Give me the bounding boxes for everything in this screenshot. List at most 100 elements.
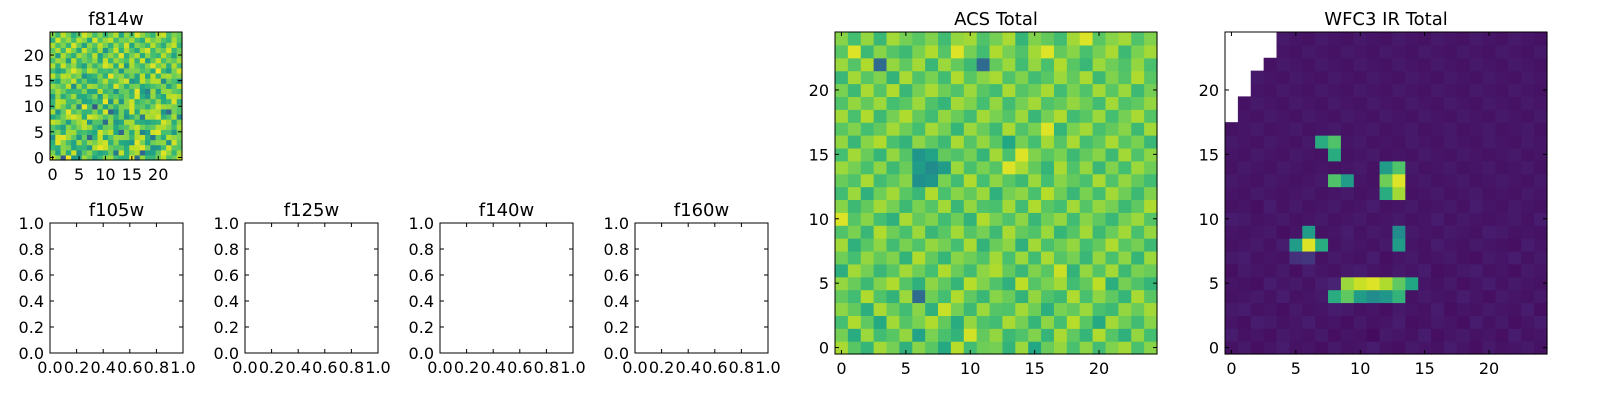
heatmap-cell <box>1015 96 1029 110</box>
heatmap-cell <box>1250 225 1265 239</box>
heatmap-cell <box>86 98 93 105</box>
heatmap-cell <box>129 119 136 125</box>
heatmap-cell <box>1131 160 1145 175</box>
heatmap-cell <box>71 154 77 161</box>
heatmap-cell <box>1041 341 1055 355</box>
heatmap-cell <box>1237 276 1252 291</box>
heatmap-cell <box>925 238 939 252</box>
heatmap-cell <box>1263 289 1278 304</box>
heatmap-cell <box>50 93 56 100</box>
heatmap-cell <box>160 154 167 161</box>
heatmap-cell <box>145 83 151 89</box>
heatmap-cell <box>1469 32 1484 46</box>
heatmap-cell <box>176 62 183 69</box>
heatmap-cell <box>166 57 173 64</box>
heatmap-cell <box>1302 173 1316 188</box>
heatmap-cell <box>1328 32 1342 46</box>
heatmap-cell <box>123 108 130 115</box>
heatmap-cell <box>55 67 62 74</box>
heatmap-cell <box>118 78 125 84</box>
heatmap-cell <box>835 109 849 123</box>
heatmap-cell <box>1353 341 1368 355</box>
heatmap-cell <box>989 122 1004 136</box>
heatmap-cell <box>1053 315 1068 329</box>
x-tick-label: 0.6 <box>507 358 532 377</box>
heatmap-cell <box>1276 315 1290 329</box>
heatmap-cell <box>1079 147 1094 162</box>
heatmap-cell <box>60 72 67 79</box>
heatmap-cell <box>1066 32 1081 46</box>
heatmap-cell <box>912 225 926 239</box>
heatmap-cell <box>150 62 157 69</box>
heatmap-cell <box>160 103 167 110</box>
heatmap-cell <box>886 212 900 226</box>
x-tick-label: 0.0 <box>37 358 62 377</box>
heatmap-cell <box>886 147 900 162</box>
heatmap-cell <box>886 328 900 342</box>
heatmap-cell <box>1469 315 1484 329</box>
heatmap-cell <box>1315 109 1329 123</box>
heatmap-cell <box>81 78 88 84</box>
heatmap-cell <box>886 225 900 239</box>
heatmap-cell <box>938 225 952 239</box>
heatmap-cell <box>1405 122 1419 136</box>
heatmap-cell <box>65 88 72 95</box>
heatmap-cell <box>1508 135 1522 149</box>
heatmap-cell <box>1379 173 1394 188</box>
heatmap-cell <box>1443 302 1458 316</box>
heatmap-cell <box>1066 57 1081 72</box>
heatmap-cell <box>1328 315 1342 329</box>
heatmap-cell <box>835 199 849 213</box>
heatmap-cell <box>950 186 965 201</box>
heatmap-cell <box>847 263 862 278</box>
heatmap-cell <box>976 341 991 355</box>
heatmap-cell <box>963 70 978 85</box>
heatmap-cell <box>150 57 157 64</box>
heatmap-cell <box>1276 147 1290 162</box>
heatmap-cell <box>1521 160 1535 175</box>
heatmap-cell <box>860 225 875 239</box>
heatmap-cell <box>1508 276 1522 291</box>
heatmap-cell <box>50 113 56 120</box>
heatmap-cell <box>171 113 178 120</box>
heatmap-cell <box>123 119 130 125</box>
heatmap-cell <box>873 57 888 72</box>
heatmap-cell <box>938 186 952 201</box>
heatmap-cell <box>1315 44 1329 59</box>
heatmap-cell <box>1456 109 1471 123</box>
heatmap-cell <box>1302 147 1316 162</box>
heatmap-cell <box>60 119 67 125</box>
heatmap-cell <box>150 72 157 79</box>
heatmap-cell <box>1482 276 1497 291</box>
heatmap-cell <box>1053 225 1068 239</box>
heatmap-cell <box>55 78 62 84</box>
heatmap-cell <box>1534 57 1548 72</box>
heatmap-cell <box>97 134 104 141</box>
heatmap-cell <box>912 135 926 149</box>
heatmap-cell <box>976 96 991 110</box>
heatmap-cell <box>847 302 862 316</box>
heatmap-cell <box>1015 135 1029 149</box>
heatmap-cell <box>150 144 157 151</box>
heatmap-cell <box>1495 135 1509 149</box>
heatmap-cell <box>171 124 178 130</box>
heatmap-cell <box>1443 122 1458 136</box>
heatmap-cell <box>155 129 162 135</box>
heatmap-cell <box>65 42 72 48</box>
heatmap-cell <box>1263 160 1278 175</box>
heatmap-cell <box>1302 199 1316 213</box>
heatmap-cell <box>1495 32 1509 46</box>
heatmap-cell <box>963 147 978 162</box>
heatmap-cell <box>1418 122 1432 136</box>
heatmap-cell <box>873 44 888 59</box>
heatmap-cell <box>134 98 141 105</box>
heatmap-cell <box>938 341 952 355</box>
heatmap-cell <box>1263 96 1278 110</box>
heatmap-cell <box>1144 44 1158 59</box>
heatmap-cell <box>860 186 875 201</box>
heatmap-cell <box>1053 263 1068 278</box>
heatmap-cell <box>1340 135 1355 149</box>
heatmap-cell <box>1443 225 1458 239</box>
heatmap-cell <box>938 199 952 213</box>
